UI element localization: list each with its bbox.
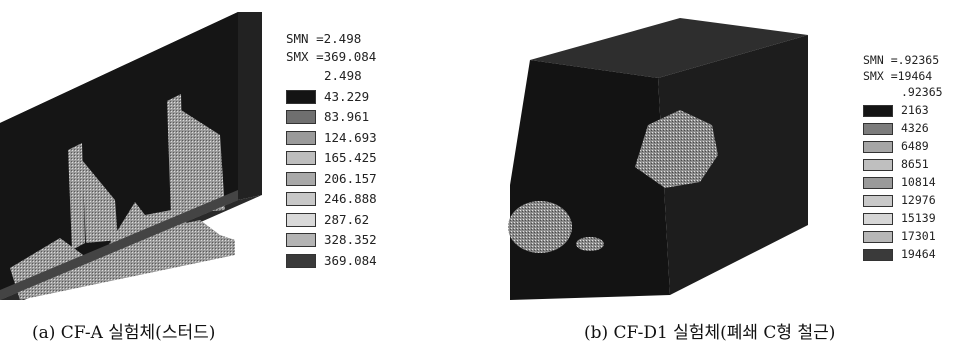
legend-value: .92365 (901, 85, 943, 99)
legend-swatch (286, 89, 316, 104)
legend-row: 2.498 (286, 66, 376, 87)
legend-row: .92365 (863, 84, 943, 102)
figure-a-contour-plot (0, 12, 262, 300)
legend-row: 19464 (863, 246, 939, 264)
legend-value: 8651 (901, 157, 929, 171)
legend-smx: SMX =19464 (863, 69, 933, 83)
figure-b-contour-plot (508, 18, 808, 300)
legend-row: 43.229 (286, 87, 376, 108)
legend-swatch (863, 159, 893, 171)
stress-blob-center (635, 110, 718, 188)
stress-cone-right (181, 110, 225, 213)
legend-swatch (286, 192, 316, 206)
legend-smn: SMN =2.498 (286, 31, 362, 46)
legend-swatch (286, 151, 316, 165)
cube-right-face (658, 35, 808, 295)
legend-smx: SMX =369.084 (286, 49, 377, 64)
block-bottom-edge (0, 190, 238, 300)
legend-row: 4326 (863, 120, 939, 138)
legend-value: 4326 (901, 121, 929, 135)
legend-row: 287.62 (286, 210, 376, 231)
legend-value: 43.229 (324, 88, 370, 104)
cube-top-face (530, 18, 808, 78)
legend-row: 369.084 (286, 251, 377, 272)
legend-swatch (863, 87, 893, 101)
block-front-face (0, 12, 238, 300)
legend-swatch (863, 231, 893, 243)
figure-a-legend: SMN =2.498 SMX =369.084 2.498 43.229 83.… (286, 30, 377, 272)
legend-swatch (286, 130, 316, 145)
legend-swatch (286, 69, 316, 83)
legend-row: 2163 (863, 102, 939, 120)
legend-row: 206.157 (286, 169, 377, 190)
legend-swatch (863, 213, 893, 225)
legend-value: 287.62 (324, 211, 370, 227)
legend-swatch (863, 141, 893, 153)
legend-value: 369.084 (324, 252, 377, 268)
stud-left (68, 143, 85, 250)
legend-row: 328.352 (286, 230, 377, 251)
legend-value: 165.425 (324, 150, 377, 165)
legend-row: 6489 (863, 138, 939, 156)
stress-blob-left (508, 201, 572, 253)
legend-value: 206.157 (324, 170, 377, 186)
legend-value: 15139 (901, 211, 936, 225)
legend-swatch (286, 110, 316, 124)
legend-smn: SMN =.92365 (863, 53, 940, 67)
figure-a-panel: SMN =2.498 SMX =369.084 2.498 43.229 83.… (0, 0, 470, 300)
legend-swatch (286, 171, 316, 186)
legend-swatch (863, 105, 893, 117)
legend-row: 246.888 (286, 189, 377, 210)
legend-value: 2163 (901, 103, 929, 117)
stress-cone-left (82, 160, 118, 243)
legend-row: 8651 (863, 156, 939, 174)
legend-row: 165.425 (286, 148, 377, 169)
legend-swatch (286, 212, 316, 227)
legend-row: 15139 (863, 210, 939, 228)
legend-value: 83.961 (324, 109, 370, 124)
legend-value: 124.693 (324, 129, 377, 145)
figure-b-legend: SMN =.92365 SMX =19464 .92365 2163 4326 … (863, 52, 943, 264)
cube-left-face (510, 60, 670, 300)
legend-swatch (863, 123, 893, 135)
figure-a-caption: (a) CF-A 실험체(스터드) (32, 323, 216, 343)
stud-right (167, 94, 184, 218)
legend-swatch (863, 177, 893, 189)
legend-swatch (863, 249, 893, 261)
figure-b-caption: (b) CF-D1 실험체(폐쇄 C형 철근) (584, 323, 836, 343)
figure-b-panel: SMN =.92365 SMX =19464 .92365 2163 4326 … (490, 0, 978, 300)
legend-value: 328.352 (324, 232, 377, 247)
legend-row: 124.693 (286, 128, 377, 149)
block-side-face (238, 12, 262, 200)
legend-value: 19464 (901, 247, 936, 261)
legend-value: 246.888 (324, 191, 377, 206)
legend-swatch (286, 233, 316, 247)
legend-swatch (286, 253, 316, 268)
legend-value: 2.498 (324, 68, 362, 83)
legend-swatch (863, 195, 893, 207)
legend-row: 17301 (863, 228, 939, 246)
legend-row: 83.961 (286, 107, 376, 128)
legend-value: 6489 (901, 139, 929, 153)
legend-row: 10814 (863, 174, 939, 192)
legend-value: 12976 (901, 193, 936, 207)
legend-row: 12976 (863, 192, 939, 210)
stress-blob-small (576, 237, 604, 251)
legend-value: 10814 (901, 175, 936, 189)
legend-value: 17301 (901, 229, 936, 243)
